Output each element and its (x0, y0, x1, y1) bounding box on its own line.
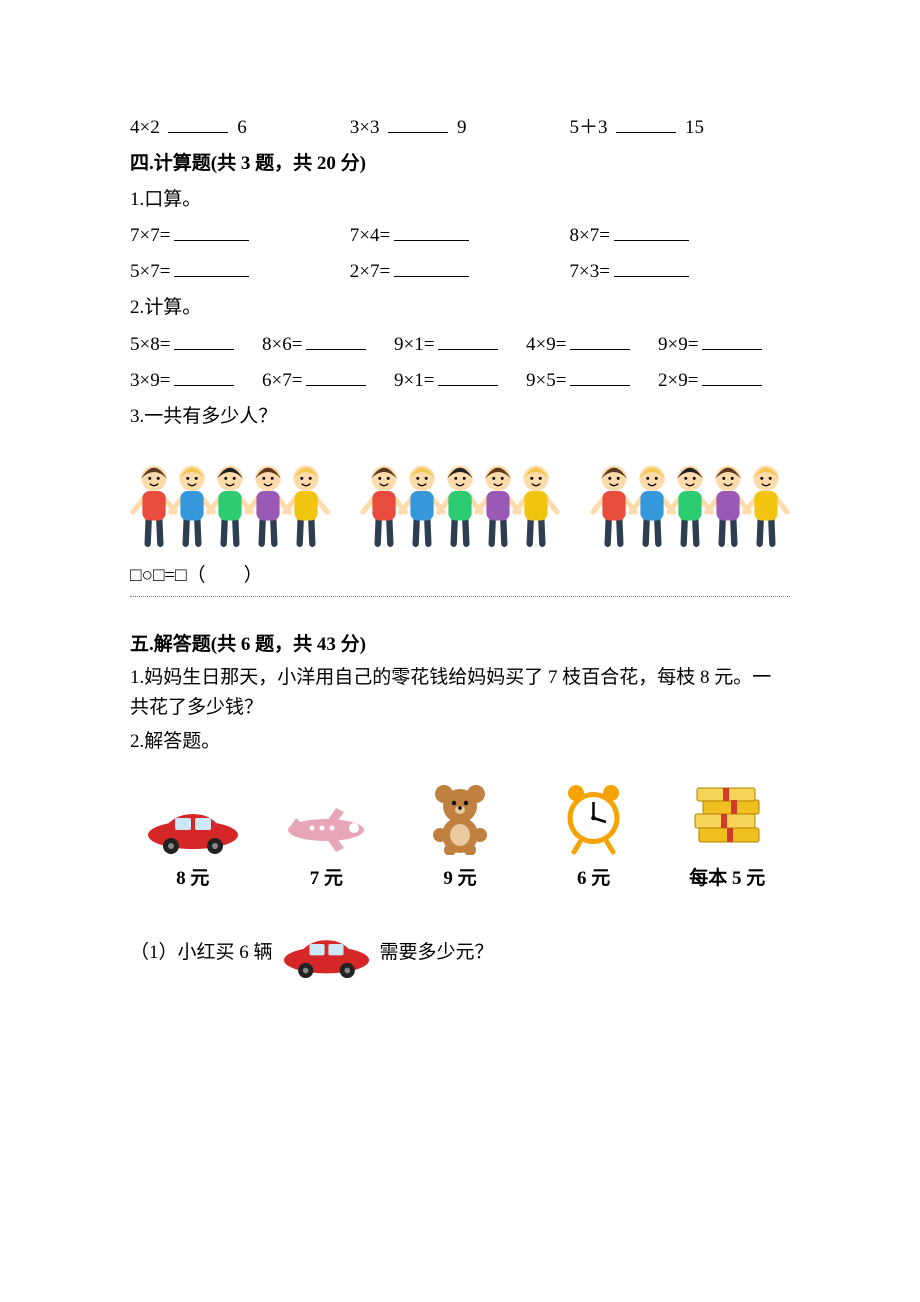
children-group-icon (130, 453, 330, 548)
fill-blank[interactable] (306, 366, 366, 386)
items-row (130, 780, 790, 855)
price-label: 6 元 (531, 861, 656, 897)
calc-expr: 7×7= (130, 225, 170, 246)
compare-expr-1: 4×2 (130, 117, 160, 138)
compare-rhs-1: 6 (237, 117, 247, 138)
fill-blank[interactable] (174, 330, 234, 350)
fill-blank[interactable] (616, 113, 676, 133)
fill-blank[interactable] (388, 113, 448, 133)
calc-expr: 8×6= (262, 334, 302, 355)
plane-icon (276, 800, 376, 855)
calc-expr: 3×9= (130, 370, 170, 391)
children-group-icon (360, 453, 560, 548)
compare-expr-2: 3×3 (350, 117, 380, 138)
fill-blank[interactable] (306, 330, 366, 350)
section-4-heading: 四.计算题(共 3 题，共 20 分) (130, 146, 790, 182)
fill-blank[interactable] (570, 330, 630, 350)
fill-blank[interactable] (570, 366, 630, 386)
price-label: 每本 5 元 (665, 861, 790, 897)
calc-expr: 6×7= (262, 370, 302, 391)
q4-1-row-2: 5×7= 2×7= 7×3= (130, 254, 790, 290)
q4-2-row-1: 5×8= 8×6= 9×1= 4×9= 9×9= (130, 327, 790, 363)
calc-expr: 5×7= (130, 261, 170, 282)
fill-blank[interactable] (174, 221, 249, 241)
compare-rhs-3: 15 (685, 117, 704, 138)
price-label: 9 元 (397, 861, 522, 897)
price-row: 8 元 7 元 9 元 6 元 每本 5 元 (130, 861, 790, 897)
calc-expr: 9×9= (658, 334, 698, 355)
sub1-suffix: 需要多少元？ (380, 935, 494, 971)
books-icon (685, 780, 770, 855)
children-group-icon (590, 453, 790, 548)
q4-2-label: 2.计算。 (130, 290, 790, 326)
q5-2-sub1: （1）小红买 6 辆 需要多少元？ (130, 927, 790, 979)
worksheet-page: 4×2 6 3×3 9 5＋3 15 四.计算题(共 3 题，共 20 分) 1… (0, 0, 920, 1302)
calc-expr: 7×4= (350, 225, 390, 246)
fill-blank[interactable] (702, 330, 762, 350)
dotted-divider (130, 596, 790, 597)
fill-blank[interactable] (438, 366, 498, 386)
section-5-heading: 五.解答题(共 6 题，共 43 分) (130, 627, 790, 663)
item-car (130, 800, 255, 855)
fill-blank[interactable] (438, 330, 498, 350)
calc-expr: 2×9= (658, 370, 698, 391)
q5-2-label: 2.解答题。 (130, 724, 790, 760)
fill-blank[interactable] (702, 366, 762, 386)
calc-expr: 9×5= (526, 370, 566, 391)
calc-expr: 9×1= (394, 334, 434, 355)
bear-icon (420, 780, 500, 855)
compare-row: 4×2 6 3×3 9 5＋3 15 (130, 110, 790, 146)
fill-blank[interactable] (168, 113, 228, 133)
item-bear (397, 780, 522, 855)
car-icon (279, 927, 374, 979)
compare-cell-1: 4×2 6 (130, 110, 350, 146)
q5-1-text: 1.妈妈生日那天，小洋用自己的零花钱给妈妈买了 7 枝百合花，每枝 8 元。一共… (130, 663, 790, 724)
q4-1-row-1: 7×7= 7×4= 8×7= (130, 218, 790, 254)
calc-expr: 2×7= (350, 261, 390, 282)
fill-blank[interactable] (394, 221, 469, 241)
price-label: 7 元 (264, 861, 389, 897)
car-icon (143, 800, 243, 855)
clock-icon (556, 780, 631, 855)
compare-cell-3: 5＋3 15 (570, 110, 790, 146)
fill-blank[interactable] (394, 257, 469, 277)
fill-blank[interactable] (614, 257, 689, 277)
sub1-prefix: （1）小红买 6 辆 (130, 935, 273, 971)
price-label: 8 元 (130, 861, 255, 897)
children-illustration (130, 453, 790, 548)
calc-expr: 4×9= (526, 334, 566, 355)
compare-rhs-2: 9 (457, 117, 467, 138)
compare-cell-2: 3×3 9 (350, 110, 570, 146)
q4-3-equation: □○□=□（ ） (130, 558, 790, 594)
item-plane (264, 800, 389, 855)
fill-blank[interactable] (174, 366, 234, 386)
fill-blank[interactable] (614, 221, 689, 241)
calc-expr: 5×8= (130, 334, 170, 355)
calc-expr: 9×1= (394, 370, 434, 391)
calc-expr: 7×3= (570, 261, 610, 282)
q4-3-label: 3.一共有多少人？ (130, 399, 790, 435)
q4-1-label: 1.口算。 (130, 182, 790, 218)
item-books (665, 780, 790, 855)
q4-2-row-2: 3×9= 6×7= 9×1= 9×5= 2×9= (130, 363, 790, 399)
calc-expr: 8×7= (570, 225, 610, 246)
compare-expr-3: 5＋3 (570, 117, 608, 138)
fill-blank[interactable] (174, 257, 249, 277)
item-clock (531, 780, 656, 855)
